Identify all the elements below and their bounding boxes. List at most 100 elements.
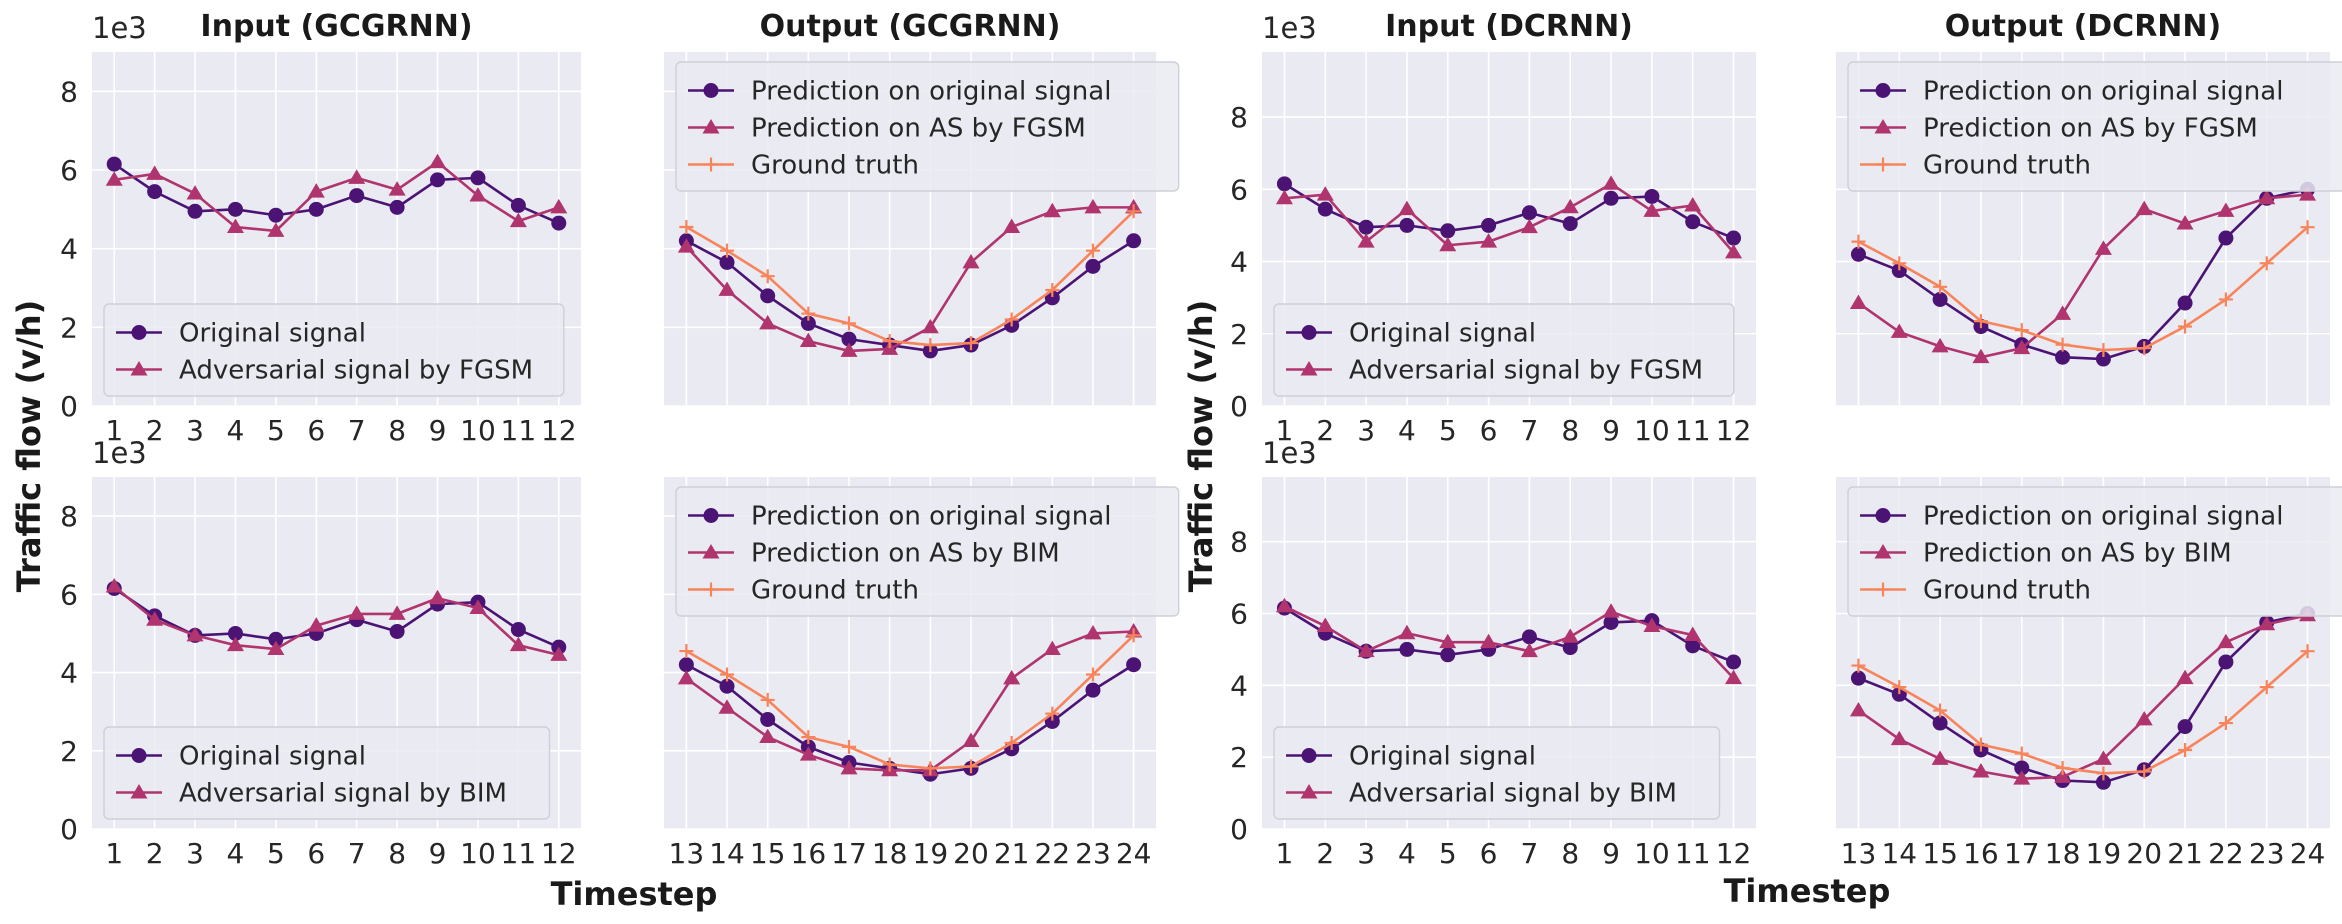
data-point [923, 338, 938, 353]
legend-label: Prediction on original signal [751, 502, 1111, 532]
subplot-8: 13 14 15 16 17 18 19 20 21 22 23 24 Prediction on or… [1836, 477, 2342, 870]
legend-label: Ground truth [751, 151, 919, 181]
x-tick-label: 2 [146, 837, 164, 870]
data-point [760, 711, 776, 727]
data-point [1003, 218, 1021, 233]
x-tick-label: 14 [1881, 837, 1917, 870]
x-tick-label: 15 [750, 837, 786, 870]
legend-swatch-marker [131, 748, 147, 763]
data-point [2299, 186, 2317, 201]
x-tick-label: 6 [1480, 414, 1498, 447]
data-point [1726, 230, 1742, 246]
data-point [1561, 198, 1579, 214]
data-point [227, 625, 243, 641]
data-point [1126, 628, 1141, 643]
data-point [267, 640, 285, 656]
y-tick-label: 6 [1230, 597, 1248, 630]
x-tick-label: 10 [1634, 837, 1670, 870]
y-tick-label: 6 [60, 578, 78, 611]
data-point [2137, 764, 2152, 779]
data-point [962, 732, 980, 747]
legend-label: Prediction on original signal [1923, 502, 2283, 532]
data-point [1276, 176, 1292, 192]
legend-box [675, 486, 1180, 617]
data-point [760, 269, 775, 284]
legend: Prediction on original signal Prediction … [1847, 61, 2342, 192]
x-tick-label: 9 [429, 414, 447, 447]
x-axis-label-left: Timestep [551, 875, 718, 913]
data-point [469, 599, 487, 614]
legend-box [1847, 486, 2342, 617]
y-tick-label: 4 [60, 657, 78, 690]
series-line [1857, 650, 2309, 775]
legend-label: Prediction on original signal [751, 77, 1111, 107]
legend-entry-original: Prediction on original signal [688, 502, 1111, 532]
data-point [1890, 323, 1908, 338]
data-point [430, 172, 446, 188]
legend-swatch-marker [702, 119, 720, 134]
x-tick-label: 22 [1034, 837, 1070, 870]
x-tick-label: 18 [2045, 837, 2081, 870]
data-point [1973, 314, 1988, 329]
data-point [1850, 670, 1866, 686]
x-tick-label: 6 [307, 414, 325, 447]
legend-label: Ground truth [1923, 576, 2091, 606]
data-point [1725, 243, 1743, 259]
legend-label: Adversarial signal by BIM [1349, 779, 1677, 809]
legend-entry-original: Prediction on original signal [1860, 502, 2283, 532]
x-tick-label: 3 [1357, 837, 1375, 870]
legend-label: Prediction on AS by BIM [1923, 539, 2232, 569]
data-point [1439, 633, 1457, 649]
legend-entry-adversarial: Prediction on AS by FGSM [688, 114, 1086, 144]
legend-swatch-marker [1875, 83, 1891, 98]
data-point [1004, 735, 1019, 750]
data-point [1890, 730, 1908, 746]
series-line [1857, 612, 2308, 784]
data-point [1932, 291, 1948, 307]
legend-swatch-marker [131, 325, 147, 340]
x-tick-label: 15 [1922, 837, 1958, 870]
data-point [2094, 750, 2112, 765]
data-point [840, 342, 858, 357]
data-point [1126, 657, 1142, 673]
data-point [268, 207, 284, 223]
data-point [1603, 190, 1619, 206]
legend-entry-ground: Ground truth [688, 151, 919, 181]
legend-swatch-marker [1300, 361, 1318, 376]
data-point [1892, 256, 1907, 271]
legend-entry-original: Original signal [116, 319, 366, 349]
data-point [187, 203, 203, 219]
x-tick-label: 5 [267, 837, 285, 870]
x-tick-label: 17 [2004, 837, 2040, 870]
data-point [2217, 202, 2235, 217]
y-tick-label: 8 [1230, 101, 1248, 134]
x-tick-label: 7 [348, 414, 366, 447]
data-point [882, 334, 897, 349]
data-point [1085, 243, 1100, 258]
data-point [1084, 198, 1102, 214]
x-tick-label: 8 [388, 837, 406, 870]
data-point [2177, 295, 2193, 311]
data-point [1126, 233, 1142, 249]
y-tick-label: 6 [60, 154, 78, 187]
x-tick-label: 5 [1439, 414, 1457, 447]
legend: Original signal Adversarial signal by FGS… [103, 303, 565, 397]
data-point [2135, 710, 2153, 726]
data-point [2055, 337, 2070, 352]
x-tick-label: 3 [186, 414, 204, 447]
data-point [2054, 768, 2072, 783]
data-point [1561, 628, 1579, 643]
x-tick-label: 10 [460, 837, 496, 870]
legend-entry-original: Original signal [1286, 319, 1536, 349]
legend-entry-adversarial: Prediction on AS by BIM [1860, 539, 2232, 569]
data-point [760, 288, 776, 304]
subplot-2: Output (GCGRNN) Prediction on original si… [664, 9, 1180, 407]
data-point [2055, 349, 2071, 365]
legend-entry-original: Original signal [116, 742, 366, 772]
data-point [1043, 640, 1061, 656]
data-point [1043, 202, 1061, 218]
data-point [1933, 703, 1948, 718]
data-point [1685, 638, 1701, 654]
data-point [348, 169, 366, 184]
x-tick-label: 11 [501, 414, 537, 447]
